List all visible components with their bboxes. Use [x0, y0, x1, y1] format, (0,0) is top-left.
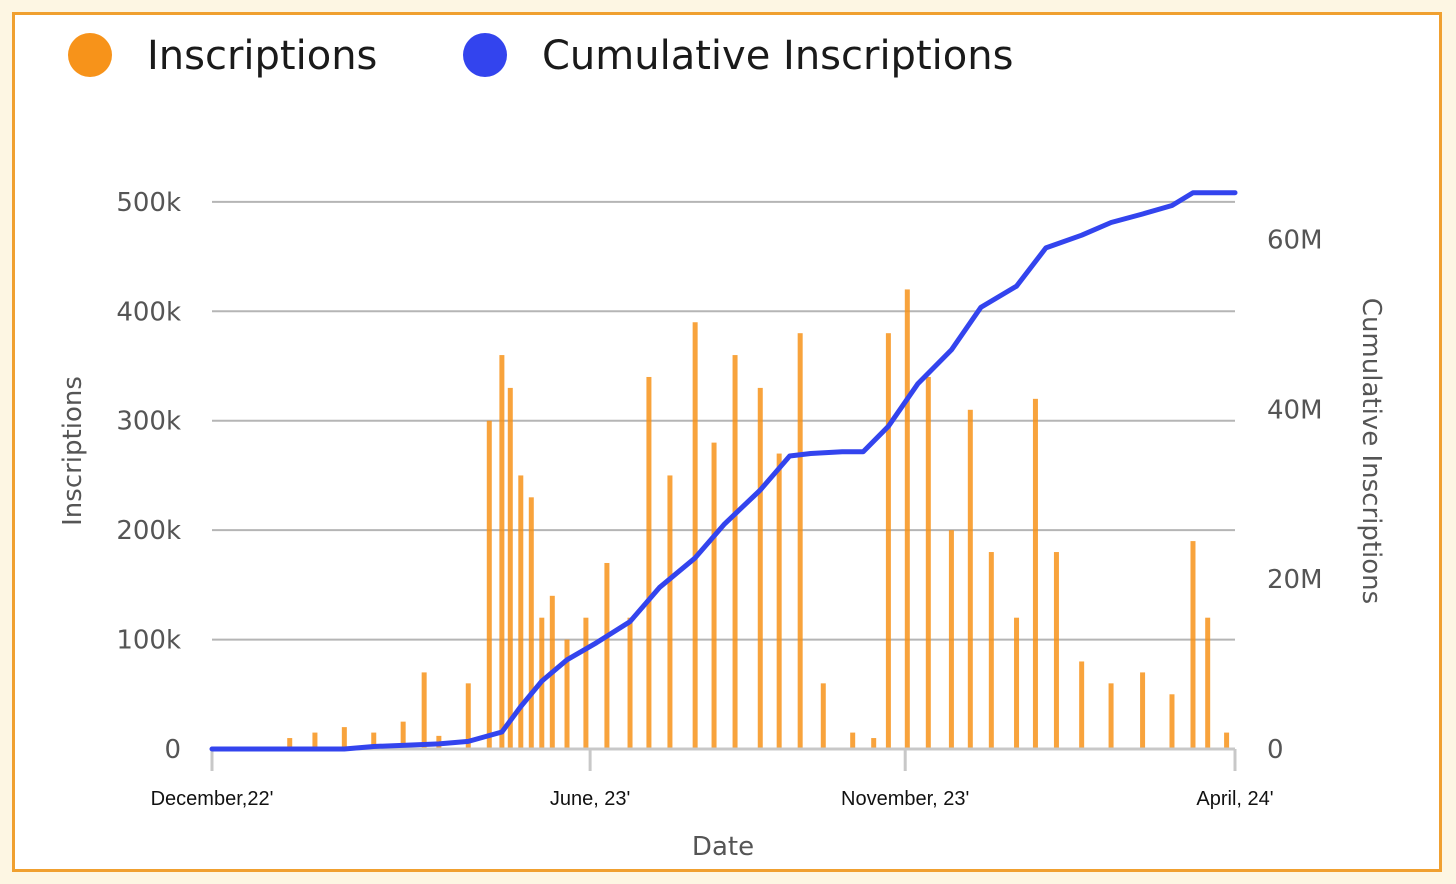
bar — [925, 376, 931, 749]
bar — [1224, 732, 1230, 749]
bar — [885, 333, 891, 749]
gridlines — [212, 200, 1235, 641]
bar — [1108, 683, 1114, 749]
x-tick-label: April, 24' — [1196, 788, 1273, 810]
bar — [1014, 617, 1020, 749]
bar — [797, 333, 803, 749]
y-right-tick-label: 60M — [1267, 225, 1323, 255]
y-left-tick-label: 200k — [116, 516, 181, 546]
y-right-tick-label: 20M — [1267, 565, 1323, 595]
bar — [988, 552, 994, 749]
y-left-tick-label: 100k — [116, 626, 181, 656]
bar — [776, 453, 782, 749]
bar — [732, 355, 738, 749]
bar — [904, 289, 910, 749]
legend-label-inscriptions: Inscriptions — [147, 33, 377, 79]
y-left-tick-label: 400k — [116, 297, 181, 327]
bar — [850, 732, 856, 749]
bar — [1053, 552, 1059, 749]
bar — [627, 617, 633, 749]
x-tick-label: November, 23' — [841, 788, 969, 810]
bar — [1190, 541, 1196, 749]
bar — [486, 420, 492, 749]
legend-marker-inscriptions — [68, 33, 112, 77]
bar — [312, 732, 318, 749]
x-tick-label: December,22' — [151, 788, 274, 810]
bar — [1205, 617, 1211, 749]
x-axis: December,22' June, 23' November, 23' April,… — [151, 747, 1274, 810]
bar — [948, 530, 954, 749]
bar-series-inscriptions — [287, 289, 1230, 749]
bar — [518, 475, 524, 749]
x-axis-title: Date — [692, 832, 754, 862]
x-tick-label: June, 23' — [550, 788, 631, 810]
bar — [287, 738, 293, 749]
y-left-tick-label: 0 — [164, 735, 181, 765]
bar — [1140, 672, 1146, 749]
bar — [400, 721, 406, 749]
bar — [564, 639, 570, 749]
bar — [646, 376, 652, 749]
bar — [1169, 694, 1175, 749]
legend: Inscriptions Cumulative Inscriptions — [68, 33, 1013, 79]
y-axis-left-title: Inscriptions — [58, 376, 88, 526]
y-left-tick-label: 300k — [116, 407, 181, 437]
legend-label-cumulative: Cumulative Inscriptions — [542, 33, 1013, 79]
bar — [667, 475, 673, 749]
bar — [711, 442, 717, 749]
legend-marker-cumulative — [463, 33, 507, 77]
bar — [1032, 398, 1038, 749]
bar — [967, 409, 973, 749]
bar — [692, 322, 698, 749]
y-axis-left: 0 100k 200k 300k 400k 500k — [116, 188, 181, 765]
bar — [465, 683, 471, 749]
bar — [1079, 661, 1085, 749]
bar — [528, 497, 534, 749]
bar — [820, 683, 826, 749]
cumulative-line — [209, 190, 1238, 752]
bar — [507, 387, 513, 749]
bar — [583, 617, 589, 749]
y-axis-right-title: Cumulative Inscriptions — [1356, 298, 1386, 604]
bar — [371, 732, 377, 749]
bar — [421, 672, 427, 749]
line-series-cumulative — [209, 190, 1238, 752]
y-right-tick-label: 40M — [1267, 395, 1323, 425]
bar — [604, 562, 610, 749]
bar — [499, 355, 505, 749]
bar — [757, 387, 763, 749]
y-axis-right: 0 20M 40M 60M — [1267, 225, 1323, 765]
bar — [871, 738, 877, 749]
y-right-tick-label: 0 — [1267, 735, 1284, 765]
chart: Inscriptions Cumulative Inscriptions Dec… — [58, 33, 1386, 862]
chart-frame: Inscriptions Cumulative Inscriptions Dec… — [12, 12, 1442, 872]
bar — [341, 727, 347, 749]
y-left-tick-label: 500k — [116, 188, 181, 218]
